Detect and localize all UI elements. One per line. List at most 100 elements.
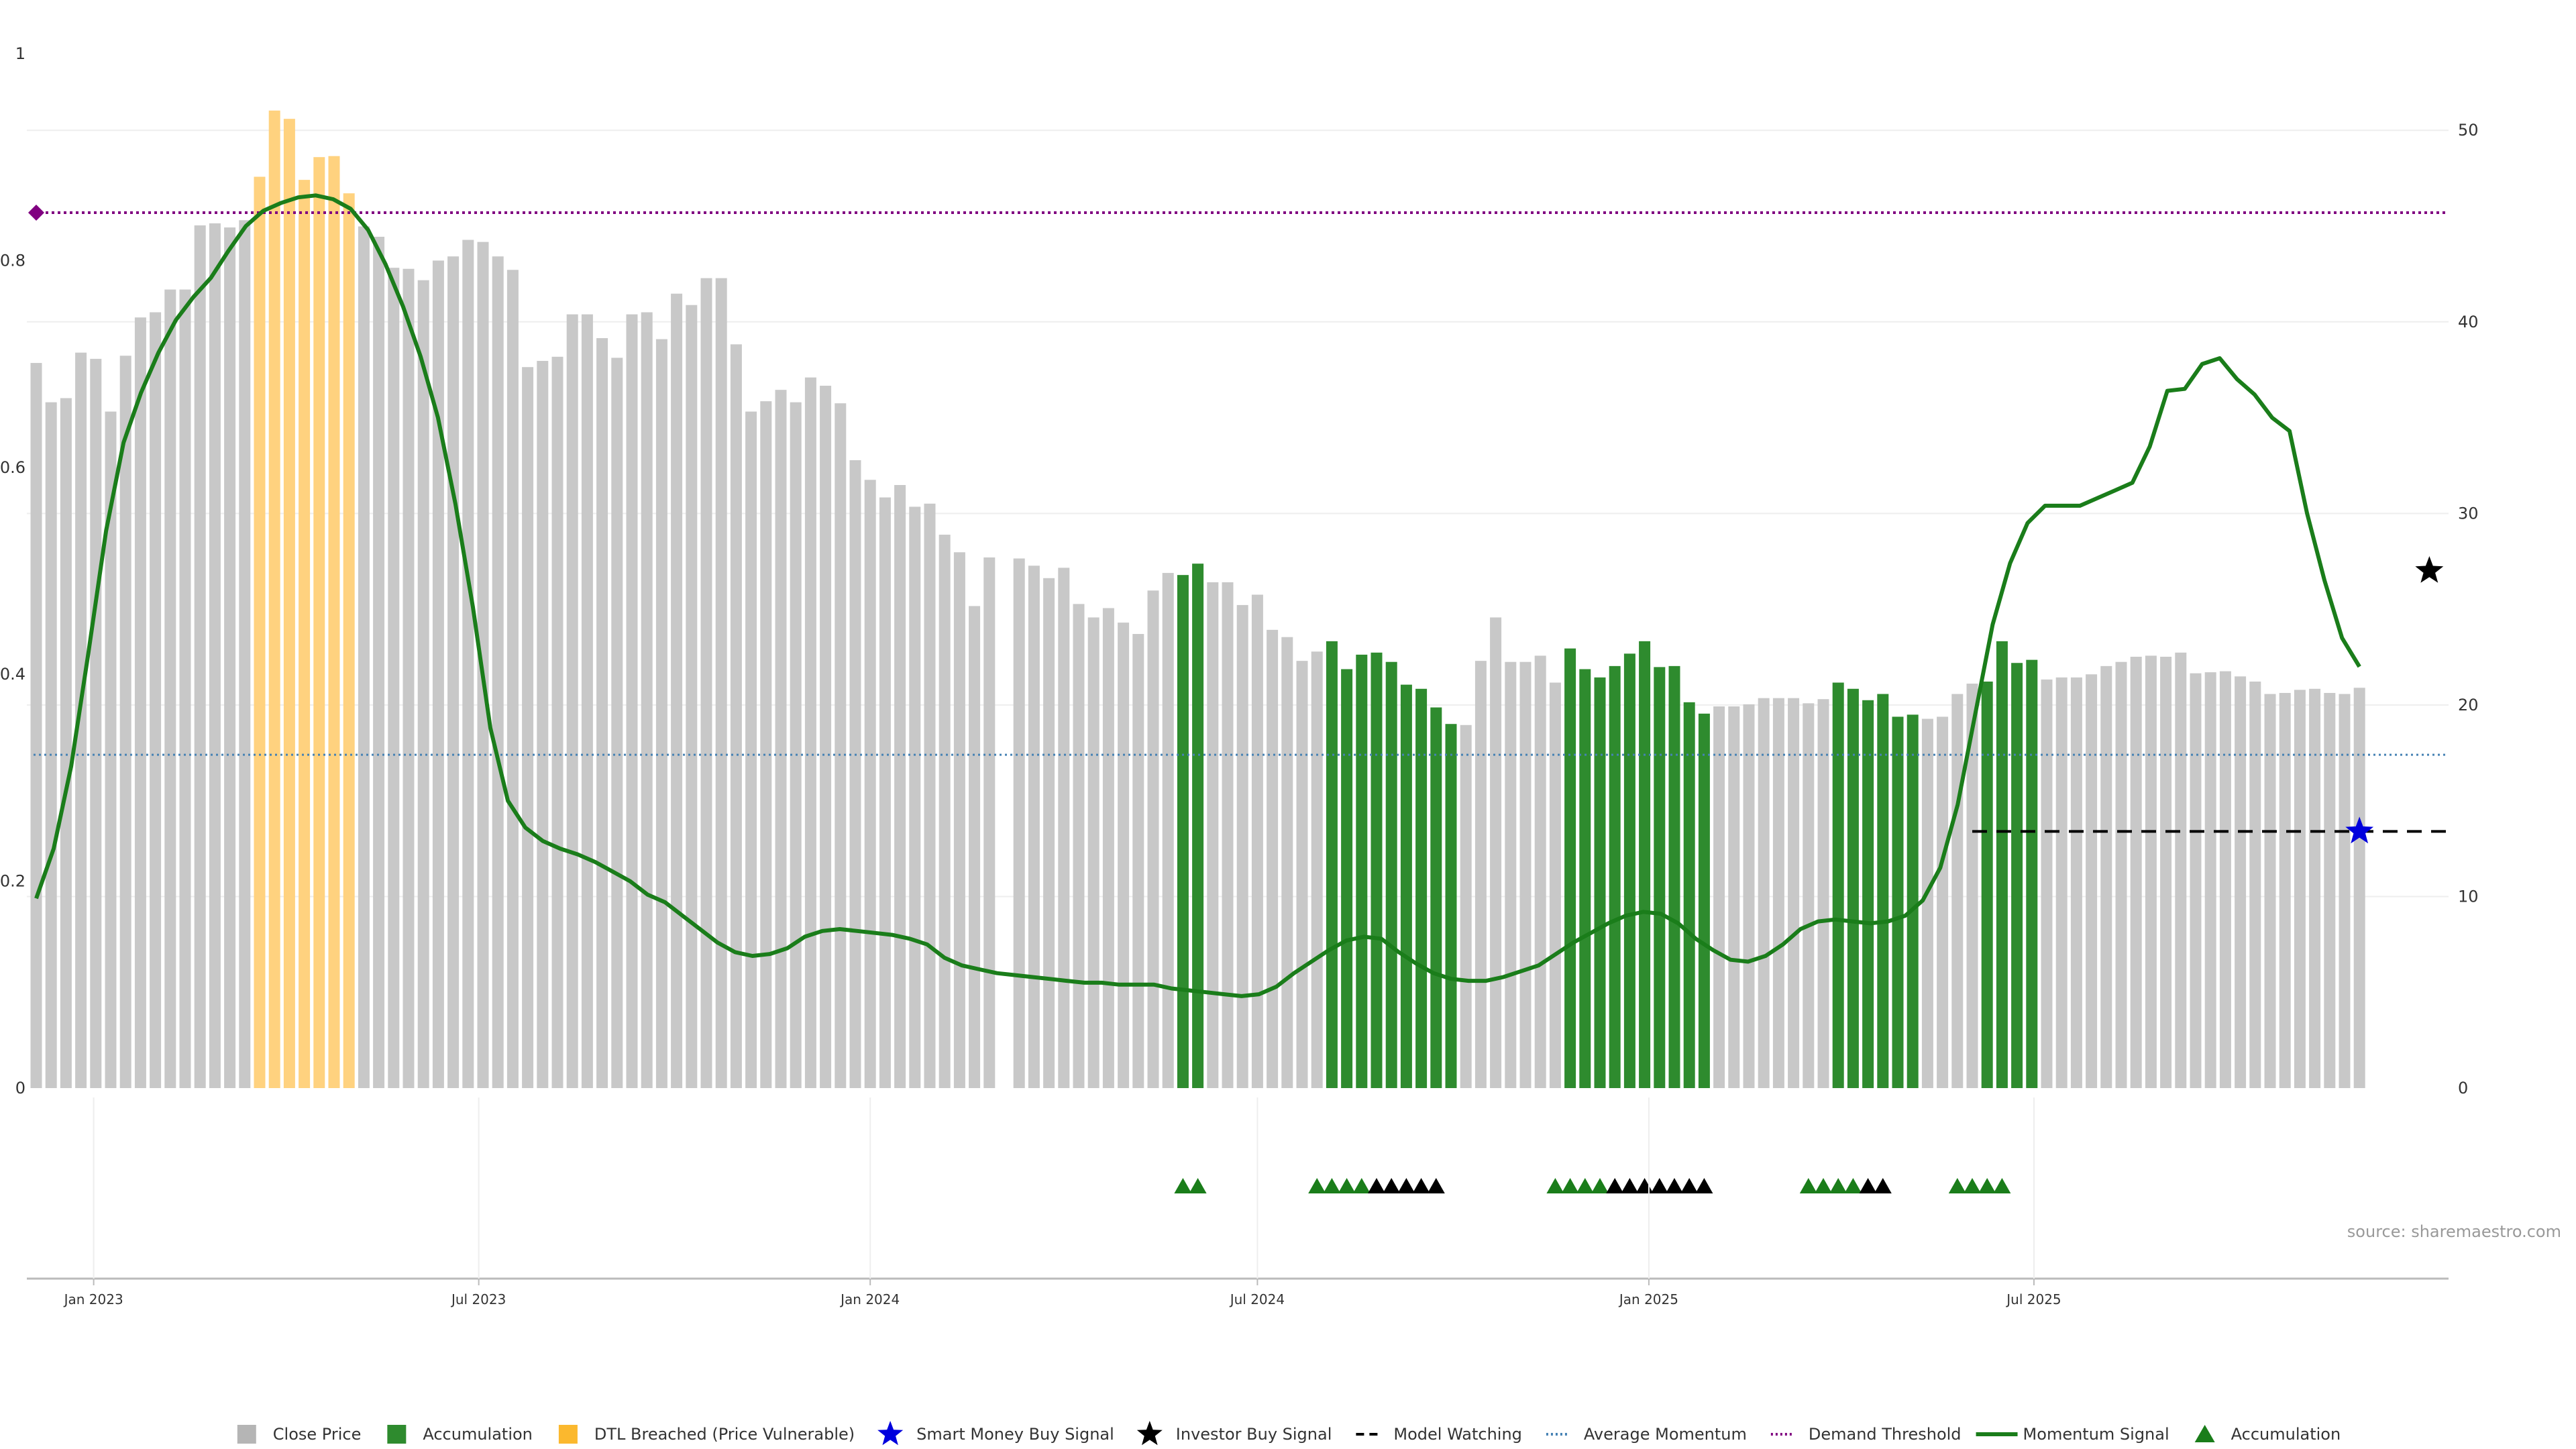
price-bar <box>1236 604 1248 1088</box>
accumulation-triangle <box>1844 1178 1862 1193</box>
price-bar <box>134 317 146 1089</box>
left-tick-label: 0.2 <box>0 872 25 891</box>
price-bar <box>879 497 891 1088</box>
price-bar <box>1013 558 1025 1088</box>
price-bar <box>1356 654 1368 1088</box>
price-bar <box>1937 716 1949 1088</box>
price-bar <box>1281 637 1293 1088</box>
legend-item-avgmom: Average Momentum <box>1546 1425 1747 1444</box>
price-bar <box>90 358 102 1088</box>
price-bar <box>894 485 906 1088</box>
price-bar <box>1862 700 1874 1088</box>
price-bar <box>328 156 340 1089</box>
price-bar <box>2324 692 2336 1088</box>
price-bar <box>2175 652 2187 1088</box>
price-bar <box>849 460 861 1088</box>
price-bar <box>804 377 816 1088</box>
price-bar <box>224 227 236 1088</box>
x-tick-label: Jul 2024 <box>1229 1291 1285 1307</box>
price-bar <box>566 314 578 1089</box>
accumulation-triangle <box>1635 1178 1654 1193</box>
price-bar <box>1639 641 1651 1088</box>
price-bar <box>1460 724 1472 1088</box>
price-bar <box>1519 661 1532 1088</box>
x-tick-label: Jan 2025 <box>1618 1291 1678 1307</box>
legend-item-mom: Momentum Signal <box>1976 1425 2169 1444</box>
x-axis: Jan 2023 Jul 2023 Jan 2024 Jul 2024 Jan 2025… <box>27 1097 2449 1307</box>
price-bar <box>2086 674 2098 1088</box>
demand-threshold-diamond <box>28 205 44 221</box>
price-bar <box>938 535 951 1088</box>
price-bar <box>1817 699 1829 1088</box>
price-bar <box>1892 716 1904 1088</box>
price-bar <box>522 367 534 1088</box>
left-tick-label: 1 <box>15 44 25 63</box>
legend-label: Average Momentum <box>1584 1425 1747 1444</box>
price-bar <box>1847 688 1859 1088</box>
legend-star-icon <box>877 1421 904 1446</box>
price-bar <box>1430 707 1442 1088</box>
price-bar <box>1474 661 1487 1088</box>
price-bar <box>1058 568 1070 1088</box>
price-bar <box>417 280 429 1088</box>
price-bar <box>268 110 280 1088</box>
price-bar <box>2219 671 2231 1088</box>
investor-buy-star <box>2415 556 2444 583</box>
accumulation-triangle <box>1323 1178 1341 1193</box>
price-bar <box>1267 629 1279 1088</box>
accumulation-triangle <box>1189 1178 1207 1193</box>
left-tick-label: 0 <box>15 1079 25 1097</box>
legend-label: Smart Money Buy Signal <box>916 1425 1114 1444</box>
accumulation-triangle <box>1308 1178 1326 1193</box>
legend-label: DTL Breached (Price Vulnerable) <box>594 1425 855 1444</box>
x-tick-label: Jan 2024 <box>839 1291 900 1307</box>
price-bar <box>551 356 564 1088</box>
legend-item-close: Close Price <box>237 1425 361 1444</box>
price-bar <box>239 220 251 1089</box>
accumulation-triangle <box>1666 1178 1683 1193</box>
price-bar <box>1803 703 1815 1088</box>
price-bar <box>506 270 519 1088</box>
price-bar <box>2309 688 2321 1088</box>
price-bar <box>2353 688 2365 1088</box>
accumulation-triangle <box>1874 1178 1892 1193</box>
legend-label: Momentum Signal <box>2023 1425 2169 1444</box>
price-bar <box>2145 655 2157 1088</box>
legend-item-dtl: DTL Breached (Price Vulnerable) <box>558 1425 855 1444</box>
price-bar <box>1579 669 1591 1088</box>
price-bar <box>969 606 981 1088</box>
chart-legend: Close Price Accumulation DTL Breached (Pri… <box>237 1421 2341 1446</box>
price-bar <box>730 344 742 1088</box>
price-bar <box>343 193 355 1088</box>
price-bar <box>1415 688 1428 1088</box>
price-bar <box>1966 684 1978 1088</box>
accumulation-triangle <box>1964 1178 1981 1193</box>
legend-label: Investor Buy Signal <box>1176 1425 1332 1444</box>
price-bar <box>45 402 57 1088</box>
price-bar <box>1207 582 1219 1088</box>
price-bar <box>2130 656 2142 1088</box>
price-bar <box>462 239 474 1088</box>
price-bar <box>953 552 965 1088</box>
accumulation-triangle <box>1352 1178 1371 1193</box>
accumulation-triangle <box>1680 1178 1699 1193</box>
price-bar <box>1921 718 1933 1088</box>
left-tick-label: 0.8 <box>0 251 25 270</box>
price-bar <box>1668 665 1680 1088</box>
price-bar <box>924 503 936 1088</box>
accumulation-triangle <box>1591 1178 1609 1193</box>
price-bar <box>1623 653 1635 1088</box>
price-bar <box>299 180 311 1088</box>
price-bar <box>2160 656 2172 1088</box>
price-bar <box>1118 623 1130 1088</box>
price-bar <box>820 385 832 1089</box>
price-bar <box>1192 564 1204 1088</box>
source-note: source: sharemaestro.com <box>2347 1222 2561 1241</box>
accumulation-triangle <box>1397 1178 1415 1193</box>
legend-item-accum: Accumulation <box>387 1425 533 1444</box>
price-bar <box>1981 681 1993 1088</box>
price-bar <box>2100 665 2112 1088</box>
price-bar <box>1400 684 1412 1088</box>
accumulation-triangle <box>1695 1178 1713 1193</box>
